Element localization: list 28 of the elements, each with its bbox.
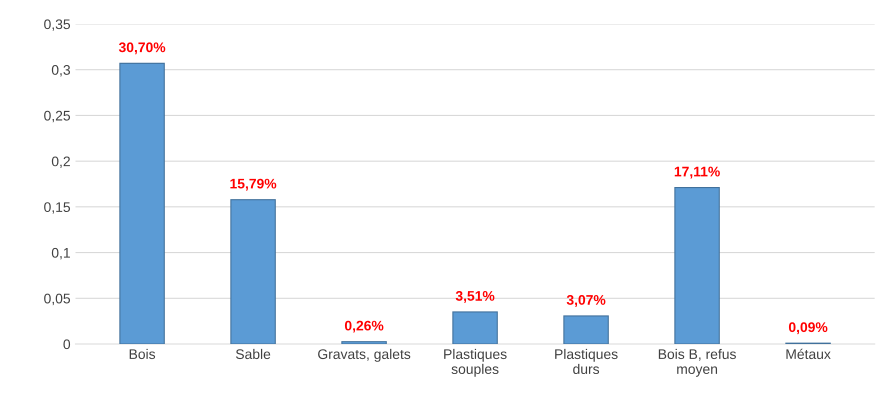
bar [452, 311, 498, 344]
x-tick-label: Métaux [786, 348, 831, 360]
x-tick-label: Sable [236, 348, 270, 360]
y-tick-label: 0,35 [44, 19, 70, 31]
y-tick-label: 0,15 [44, 202, 70, 214]
data-label: 30,70% [118, 42, 166, 54]
data-label: 3,51% [456, 290, 494, 303]
y-tick-label: 0 [63, 339, 70, 350]
data-label: 17,11% [674, 166, 720, 178]
x-tick-label: Plastiques durs [555, 348, 618, 374]
y-tick-label: 0,2 [52, 156, 70, 168]
x-tick-label: Bois [130, 348, 156, 360]
bar [674, 187, 720, 344]
y-tick-label: 0,25 [44, 110, 70, 122]
bar [119, 62, 165, 344]
y-tick-label: 0,3 [52, 65, 70, 77]
data-label: 3,07% [566, 295, 606, 307]
bar [341, 341, 387, 344]
y-tick-label: 0,1 [52, 248, 70, 260]
data-label: 0,26% [344, 320, 384, 333]
y-tick-label: 0,05 [44, 294, 70, 306]
data-label: 15,79% [230, 178, 276, 191]
x-tick-label: Gravats, galets [318, 348, 410, 362]
data-label: 0,09% [788, 322, 828, 334]
bar [563, 315, 609, 344]
x-tick-label: Plastiques souples [444, 348, 507, 377]
bar [230, 199, 276, 344]
x-tick-label: Bois B, refus moyen [658, 348, 736, 377]
